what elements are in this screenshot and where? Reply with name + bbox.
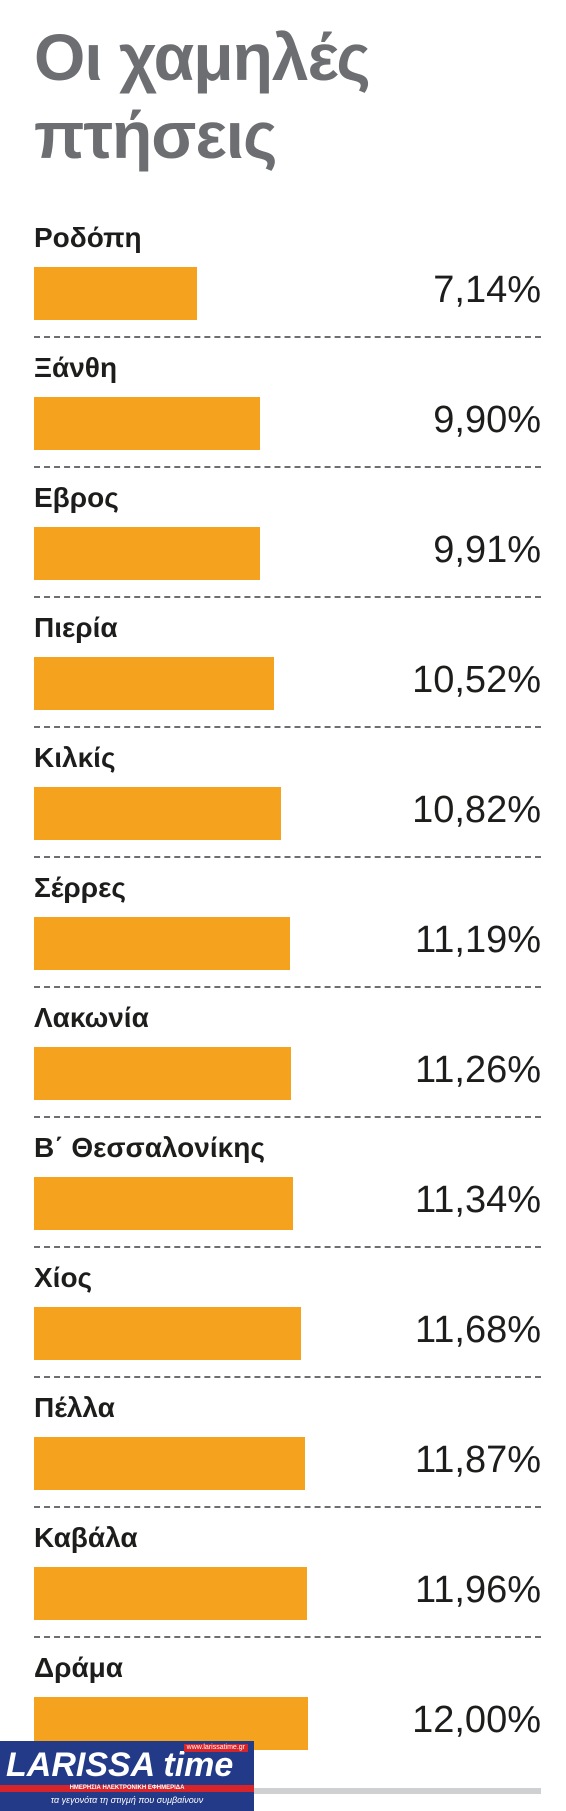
row-divider [34,336,541,338]
category-label: Εβρος [34,482,119,513]
row-divider [34,1116,541,1118]
value-label: 11,26% [414,1049,541,1091]
row-divider [34,1376,541,1378]
row-divider [34,1636,541,1638]
value-label: 11,96% [414,1569,541,1611]
bar-rows: Ροδόπη 7,14% Ξάνθη 9,90% Εβρος 9,91% Πιερία 10,… [0,217,566,1777]
value-label: 12,00% [412,1699,541,1741]
category-label: Χίος [34,1262,93,1293]
bar [34,1567,308,1620]
category-label: Λακωνία [34,1002,149,1033]
bar-row: Λακωνία 11,26% [0,997,566,1127]
row-divider [34,986,541,988]
bar-row: Εβρος 9,91% [0,477,566,607]
bar [34,657,275,710]
bar [34,787,282,840]
value-label: 9,91% [433,529,541,571]
category-label: Ξάνθη [34,352,118,383]
row-divider [34,466,541,468]
logo-site: www.larissatime.gr [183,1744,248,1752]
logo-tagline: τα γεγονότα τη στιγμή που συμβαίνουν [50,1795,204,1805]
value-label: 9,90% [433,399,541,441]
bar [34,527,261,580]
category-label: Καβάλα [34,1522,138,1553]
bar-row: Ξάνθη 9,90% [0,347,566,477]
category-label: Σέρρες [34,872,126,903]
row-divider [34,726,541,728]
footer-line [252,1788,541,1794]
row-divider [34,1246,541,1248]
bar [34,397,261,450]
bar-row: Σέρρες 11,19% [0,867,566,997]
bar [34,1177,294,1230]
category-label: Β΄ Θεσσαλονίκης [34,1132,265,1163]
chart-title: Οι χαμηλές πτήσεις [34,20,371,172]
category-label: Δράμα [34,1652,124,1683]
larissa-time-logo: LARISSA time www.larissatime.gr ΗΜΕΡΗΣΙΑ… [0,1741,254,1811]
category-label: Πιερία [34,612,118,643]
value-label: 7,14% [433,269,541,311]
value-label: 11,34% [414,1179,541,1221]
value-label: 10,52% [412,659,541,701]
bar-row: Ροδόπη 7,14% [0,217,566,347]
bar [34,1047,292,1100]
row-divider [34,1506,541,1508]
bar-row: Πιερία 10,52% [0,607,566,737]
bar [34,917,290,970]
bar [34,1307,301,1360]
logo-band: ΗΜΕΡΗΣΙΑ ΗΛΕΚΤΡΟΝΙΚΗ ΕΦΗΜΕΡΙΔΑ [0,1785,254,1792]
category-label: Κιλκίς [34,742,116,773]
logo-wordmark: LARISSA time [6,1746,234,1784]
row-divider [34,596,541,598]
bar-row: Πέλλα 11,87% [0,1387,566,1517]
value-label: 11,19% [414,919,541,961]
value-label: 11,87% [414,1439,541,1481]
bar-row: Κιλκίς 10,82% [0,737,566,867]
value-label: 10,82% [412,789,541,831]
bar-row: Β΄ Θεσσαλονίκης 11,34% [0,1127,566,1257]
value-label: 11,68% [414,1309,541,1351]
row-divider [34,856,541,858]
bar-row: Χίος 11,68% [0,1257,566,1387]
bar-row: Καβάλα 11,96% [0,1517,566,1647]
bar [34,1437,306,1490]
category-label: Ροδόπη [34,222,142,253]
category-label: Πέλλα [34,1392,115,1423]
bar [34,267,198,320]
